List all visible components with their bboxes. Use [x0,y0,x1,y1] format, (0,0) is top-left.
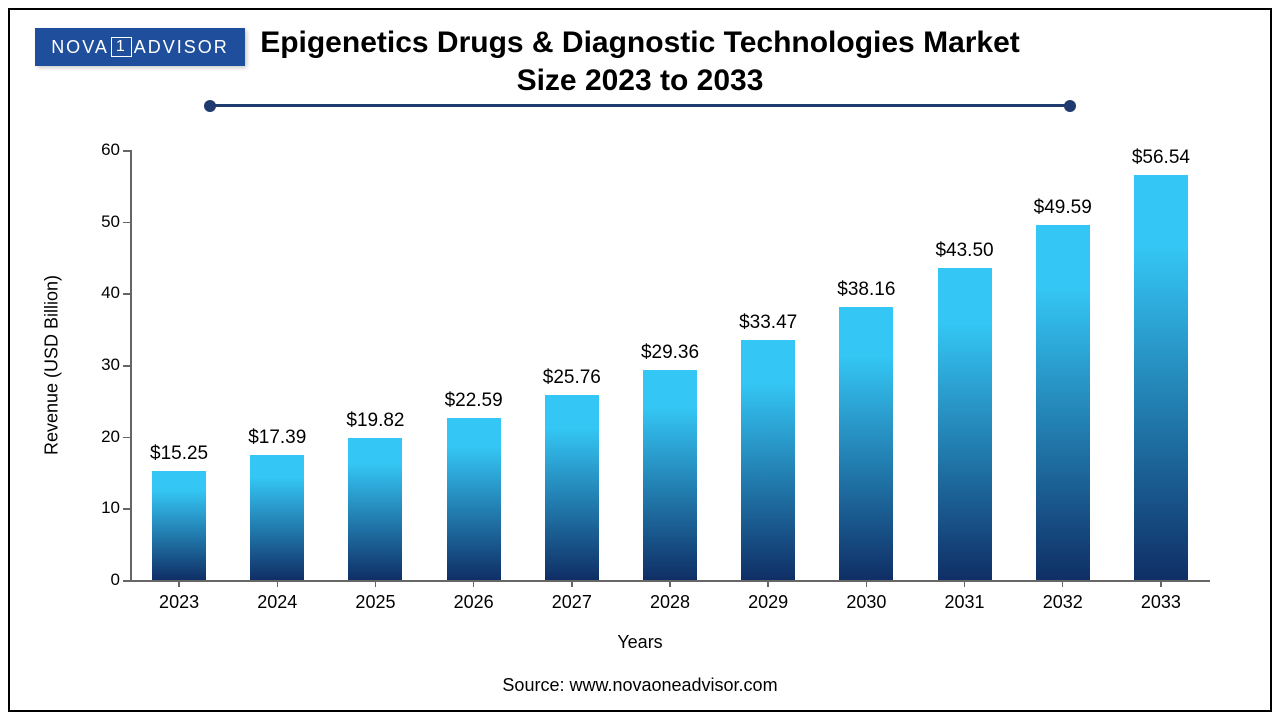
x-tick-mark [866,580,868,587]
x-tick-mark [571,580,573,587]
bar [250,455,304,580]
y-tick-mark [123,222,130,224]
x-tick-label: 2026 [454,592,494,613]
x-tick-label: 2031 [945,592,985,613]
bar [1036,225,1090,580]
y-tick-label: 10 [80,498,120,518]
x-tick-label: 2027 [552,592,592,613]
x-tick-label: 2032 [1043,592,1083,613]
x-tick-mark [277,580,279,587]
bar-value-label: $17.39 [248,427,306,449]
y-tick-label: 40 [80,283,120,303]
title-line2: Size 2023 to 2033 [10,62,1270,100]
y-tick-mark [123,580,130,582]
bar [741,340,795,580]
x-tick-label: 2028 [650,592,690,613]
x-tick-label: 2033 [1141,592,1181,613]
bar [152,471,206,580]
y-tick-label: 20 [80,427,120,447]
y-tick-mark [123,508,130,510]
chart-title: Epigenetics Drugs & Diagnostic Technolog… [10,24,1270,99]
x-tick-mark [178,580,180,587]
bar-value-label: $25.76 [543,367,601,389]
y-tick-mark [123,150,130,152]
x-tick-label: 2023 [159,592,199,613]
x-tick-mark [964,580,966,587]
bar [938,268,992,580]
y-tick-label: 30 [80,355,120,375]
bar-value-label: $43.50 [935,240,993,262]
bar-value-label: $22.59 [445,390,503,412]
y-tick-mark [123,293,130,295]
bar [839,307,893,580]
bar [643,370,697,580]
x-tick-label: 2029 [748,592,788,613]
divider-dot-left [204,100,216,112]
bar-value-label: $33.47 [739,312,797,334]
bar [447,418,501,580]
bar-value-label: $38.16 [837,279,895,301]
bar-value-label: $29.36 [641,342,699,364]
y-axis-label: Revenue (USD Billion) [42,275,63,455]
y-tick-label: 60 [80,140,120,160]
y-tick-label: 0 [80,570,120,590]
chart-frame: NOVA 1 ADVISOR Epigenetics Drugs & Diagn… [8,8,1272,712]
x-tick-label: 2030 [846,592,886,613]
bar-value-label: $19.82 [346,410,404,432]
divider-dot-right [1064,100,1076,112]
bar-value-label: $15.25 [150,443,208,465]
y-axis [130,150,132,580]
x-tick-label: 2024 [257,592,297,613]
title-line1: Epigenetics Drugs & Diagnostic Technolog… [10,24,1270,62]
x-tick-mark [1062,580,1064,587]
bar [348,438,402,580]
x-tick-mark [1160,580,1162,587]
x-axis-label: Years [10,632,1270,653]
bar-value-label: $56.54 [1132,147,1190,169]
plot-area: 0102030405060$15.252023$17.392024$19.822… [130,150,1210,580]
x-tick-mark [767,580,769,587]
bar-value-label: $49.59 [1034,197,1092,219]
bar [545,395,599,580]
y-tick-label: 50 [80,212,120,232]
source-text: Source: www.novaoneadvisor.com [10,675,1270,696]
x-tick-mark [473,580,475,587]
x-tick-label: 2025 [355,592,395,613]
y-tick-mark [123,437,130,439]
title-divider [210,104,1070,107]
x-tick-mark [669,580,671,587]
y-tick-mark [123,365,130,367]
bar [1134,175,1188,580]
x-tick-mark [375,580,377,587]
